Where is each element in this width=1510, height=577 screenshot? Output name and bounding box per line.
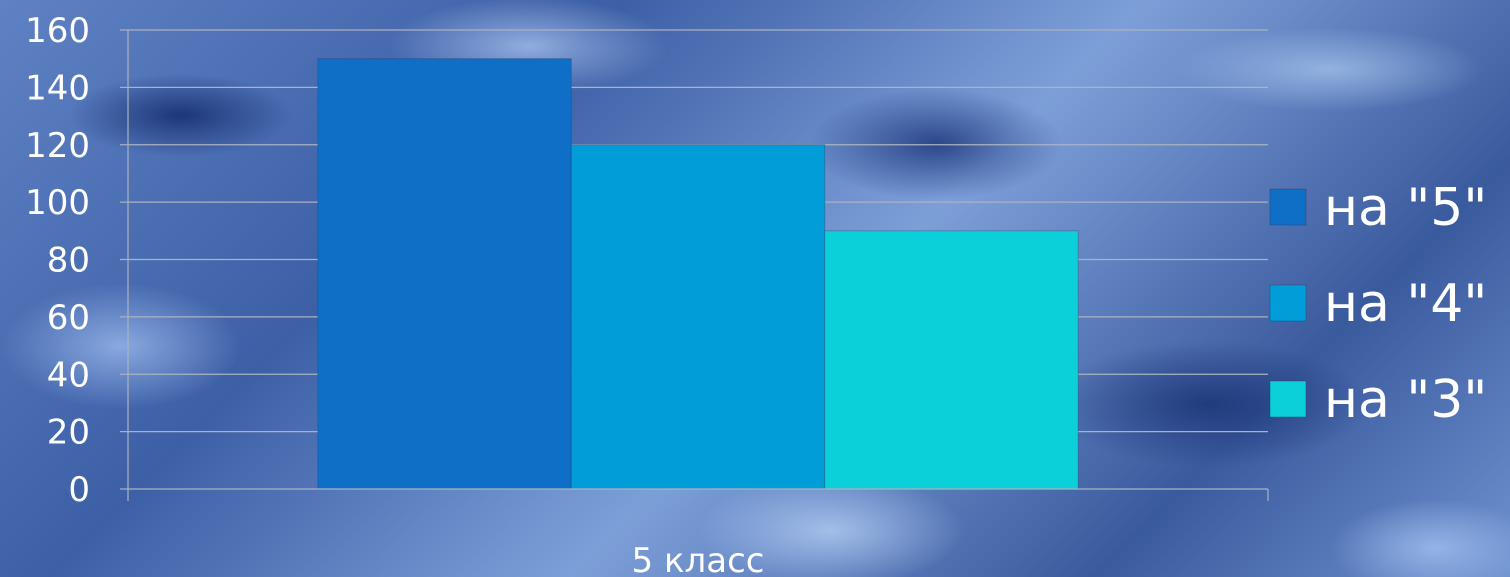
legend: на "5" на "4" на "3" [1269, 178, 1487, 430]
x-category-label: 5 класс [632, 541, 765, 577]
y-tick-label: 140 [25, 68, 90, 108]
y-tick-label: 40 [47, 355, 90, 395]
legend-label: на "4" [1324, 274, 1487, 334]
y-tick-label: 120 [25, 126, 90, 166]
bar-2 [570, 144, 826, 490]
legend-swatch [1269, 380, 1307, 418]
y-tick-label: 20 [47, 413, 90, 453]
y-tick-label: 80 [47, 241, 90, 281]
legend-label: на "3" [1324, 370, 1487, 430]
legend-swatch [1269, 284, 1307, 322]
y-tick-label: 160 [25, 11, 90, 51]
legend-swatch [1269, 188, 1307, 226]
y-tick-label: 60 [47, 298, 90, 338]
x-axis: 5 класс [127, 488, 1269, 577]
y-tick-label: 0 [68, 470, 90, 510]
bar-1 [317, 58, 572, 490]
bars [317, 58, 1079, 490]
legend-label: на "5" [1324, 178, 1487, 238]
bar-3 [824, 230, 1079, 490]
y-tick-label: 100 [25, 183, 90, 223]
y-axis: 0 20 40 60 80 100 120 140 160 [25, 11, 129, 510]
